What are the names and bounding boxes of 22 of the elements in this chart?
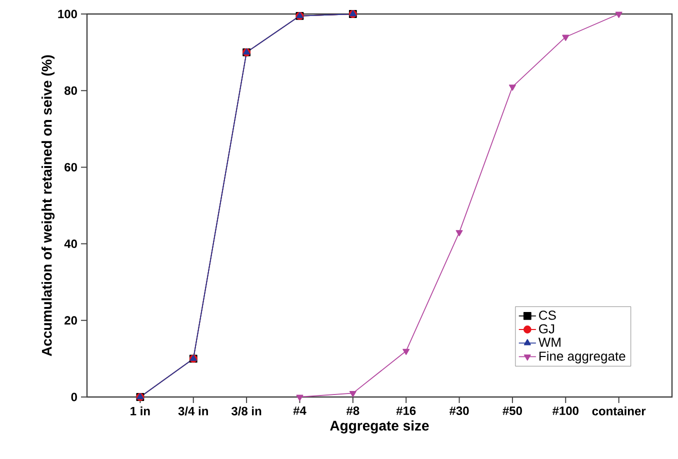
legend-label: GJ [539, 324, 554, 334]
x-tick-label: container [592, 406, 646, 416]
y-tick-label: 100 [58, 10, 77, 18]
x-tick-label: 3/8 in [231, 406, 262, 416]
x-tick-label: #8 [346, 406, 360, 416]
legend-label: WM [538, 338, 560, 347]
x-tick-label: #16 [396, 406, 416, 416]
legend-label: Fine aggregate [539, 351, 626, 364]
y-tick-label: 80 [64, 86, 77, 95]
legend-label: CS [539, 310, 556, 320]
x-axis-title: Aggregate size [330, 420, 429, 434]
x-tick-label: #30 [449, 406, 469, 416]
x-tick-label: #4 [293, 406, 306, 415]
y-axis-title: Accumulation of weight retained on seive (%) [41, 55, 55, 356]
y-tick-label: 60 [64, 162, 77, 172]
x-tick-label: #50 [502, 406, 522, 416]
x-tick-label: #100 [552, 406, 578, 416]
y-tick-label: 20 [64, 316, 77, 325]
x-tick-label: 1 in [130, 406, 150, 416]
y-tick-label: 40 [64, 240, 77, 248]
y-tick-label: 0 [71, 392, 77, 402]
x-tick-label: 3/4 in [178, 406, 208, 416]
